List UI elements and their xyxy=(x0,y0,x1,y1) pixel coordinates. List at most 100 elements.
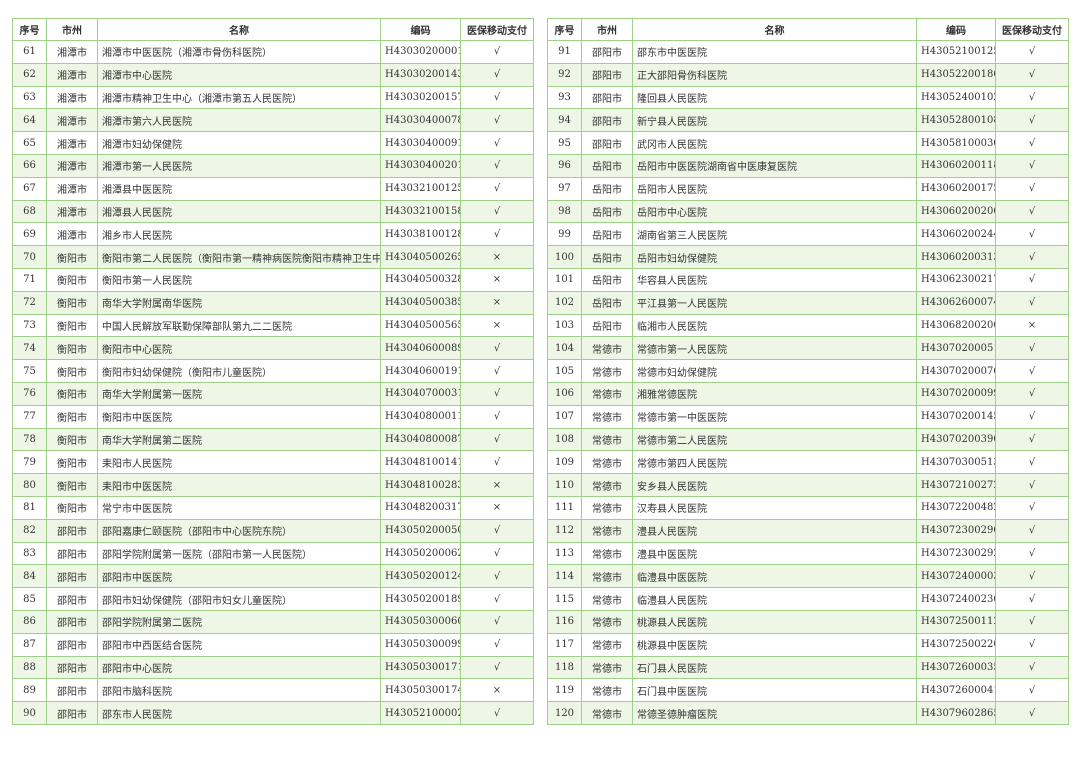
row-number: 117 xyxy=(547,632,582,657)
city: 岳阳市 xyxy=(581,176,633,201)
code: H43050200189 xyxy=(380,587,461,611)
mobile-payment: √ xyxy=(460,518,534,543)
mobile-payment: √ xyxy=(995,267,1069,292)
city: 邵阳市 xyxy=(46,609,98,634)
code: H43030400091 xyxy=(380,131,461,155)
hospital-name: 邵阳嘉康仁颐医院（邵阳市中心医院东院） xyxy=(97,518,381,543)
row-number: 71 xyxy=(12,267,47,292)
table-row: 108 常德市 常德市第二人民医院 H43070200390 √ xyxy=(547,427,1069,452)
city: 岳阳市 xyxy=(581,245,633,269)
hospital-name: 临湘市人民医院 xyxy=(632,313,917,338)
table-row: 77 衡阳市 衡阳市中医医院 H43040800011 √ xyxy=(12,404,534,429)
mobile-payment: √ xyxy=(460,153,534,178)
row-number: 120 xyxy=(547,701,582,725)
table-row: 114 常德市 临澧县中医医院 H43072400003 √ xyxy=(547,564,1069,589)
city: 湘潭市 xyxy=(46,153,98,178)
table-row: 116 常德市 桃源县人民医院 H43072500112 √ xyxy=(547,609,1069,634)
row-number: 119 xyxy=(547,678,582,703)
city: 常德市 xyxy=(581,381,633,406)
mobile-payment: √ xyxy=(995,473,1069,497)
city: 衡阳市 xyxy=(46,381,98,406)
city: 邵阳市 xyxy=(46,655,98,680)
mobile-payment: √ xyxy=(995,336,1069,361)
hospital-name: 邵东市中医医院 xyxy=(632,40,917,64)
row-number: 97 xyxy=(547,176,582,201)
code: H43070200145 xyxy=(916,404,996,429)
row-number: 100 xyxy=(547,245,582,269)
row-number: 105 xyxy=(547,359,582,383)
table-row: 73 衡阳市 中国人民解放军联勤保障部队第九二二医院 H43040500565 × xyxy=(12,313,534,338)
mobile-payment: √ xyxy=(995,541,1069,566)
row-number: 65 xyxy=(12,131,47,155)
hospital-name: 南华大学附属南华医院 xyxy=(97,290,381,315)
row-number: 107 xyxy=(547,404,582,429)
hospital-name: 湘潭县人民医院 xyxy=(97,199,381,224)
table-row: 70 衡阳市 衡阳市第二人民医院（衡阳市第一精神病医院衡阳市精神卫生中心） H4304… xyxy=(12,245,534,269)
mobile-payment: √ xyxy=(460,427,534,452)
hospital-name: 常德市第四人民医院 xyxy=(632,450,917,475)
table-row: 120 常德市 常德圣德肿瘤医院 H43079602865 √ xyxy=(547,701,1069,725)
row-number: 62 xyxy=(12,62,47,87)
table-row: 97 岳阳市 岳阳市人民医院 H43060200175 √ xyxy=(547,176,1069,201)
city: 湘潭市 xyxy=(46,131,98,155)
code: H43058100030 xyxy=(916,131,996,155)
mobile-payment: √ xyxy=(995,153,1069,178)
hospital-name: 南华大学附属第二医院 xyxy=(97,427,381,452)
code: H43070200099 xyxy=(916,381,996,406)
table-row: 92 邵阳市 正大邵阳骨伤科医院 H43052200180 √ xyxy=(547,62,1069,87)
hospital-name: 安乡县人民医院 xyxy=(632,473,917,497)
city: 岳阳市 xyxy=(581,313,633,338)
mobile-payment: √ xyxy=(995,587,1069,611)
code: H43070300513 xyxy=(916,450,996,475)
hospital-name: 新宁县人民医院 xyxy=(632,108,917,133)
hospital-name: 华容县人民医院 xyxy=(632,267,917,292)
code: H43052200180 xyxy=(916,62,996,87)
city: 衡阳市 xyxy=(46,336,98,361)
header-row: 序号 市州 名称 编码 医保移动支付 xyxy=(547,18,1069,41)
mobile-payment: √ xyxy=(460,381,534,406)
table-row: 78 衡阳市 南华大学附属第二医院 H43040800087 √ xyxy=(12,427,534,452)
code: H43062300217 xyxy=(916,267,996,292)
table-row: 81 衡阳市 常宁市中医医院 H43048200317 × xyxy=(12,495,534,520)
mobile-payment: × xyxy=(460,267,534,292)
table-row: 63 湘潭市 湘潭市精神卫生中心（湘潭市第五人民医院） H43030200157 √ xyxy=(12,85,534,110)
mobile-payment: √ xyxy=(995,131,1069,155)
mobile-payment: √ xyxy=(995,199,1069,224)
row-number: 99 xyxy=(547,222,582,247)
code: H43050200062 xyxy=(380,541,461,566)
city: 湘潭市 xyxy=(46,108,98,133)
table-row: 84 邵阳市 邵阳市中医医院 H43050200124 √ xyxy=(12,564,534,589)
city: 常德市 xyxy=(581,564,633,589)
mobile-payment: √ xyxy=(460,609,534,634)
code: H43040800087 xyxy=(380,427,461,452)
mobile-payment: √ xyxy=(460,62,534,87)
code: H43050300060 xyxy=(380,609,461,634)
city: 湘潭市 xyxy=(46,222,98,247)
code: H43040500328 xyxy=(380,267,461,292)
mobile-payment: × xyxy=(995,313,1069,338)
hospital-name: 常宁市中医医院 xyxy=(97,495,381,520)
code: H43060200313 xyxy=(916,245,996,269)
hospital-name: 湘潭县中医医院 xyxy=(97,176,381,201)
city: 衡阳市 xyxy=(46,313,98,338)
city: 邵阳市 xyxy=(46,564,98,589)
row-number: 72 xyxy=(12,290,47,315)
hospital-name: 石门县中医医院 xyxy=(632,678,917,703)
code: H43030200143 xyxy=(380,62,461,87)
mobile-payment: √ xyxy=(995,609,1069,634)
mobile-payment: × xyxy=(460,495,534,520)
row-number: 91 xyxy=(547,40,582,64)
row-number: 103 xyxy=(547,313,582,338)
hospital-name: 常德圣德肿瘤医院 xyxy=(632,701,917,725)
hospital-name: 邵阳学院附属第一医院（邵阳市第一人民医院） xyxy=(97,541,381,566)
city: 常德市 xyxy=(581,450,633,475)
table-row: 106 常德市 湘雅常德医院 H43070200099 √ xyxy=(547,381,1069,406)
row-number: 68 xyxy=(12,199,47,224)
hospital-name: 邵阳市妇幼保健院（邵阳市妇女儿童医院） xyxy=(97,587,381,611)
city: 岳阳市 xyxy=(581,222,633,247)
row-number: 66 xyxy=(12,153,47,178)
table-row: 96 岳阳市 岳阳市中医医院湖南省中医康复医院 H43060200118 √ xyxy=(547,153,1069,178)
hospital-name: 临澧县中医医院 xyxy=(632,564,917,589)
